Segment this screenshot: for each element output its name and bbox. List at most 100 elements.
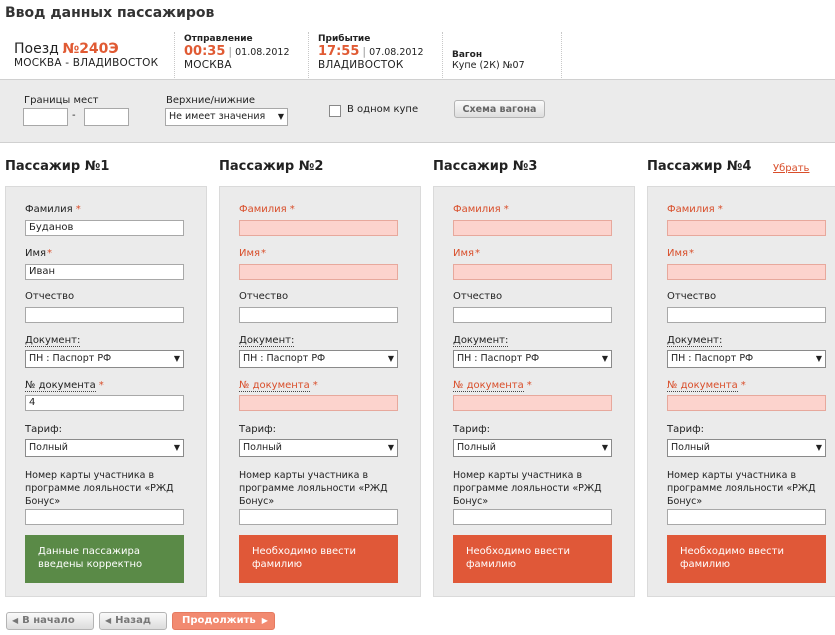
departure-block: Отправление 00:35 | 01.08.2012 МОСКВА [174, 32, 309, 78]
seat-to-input[interactable] [84, 108, 129, 126]
loyalty-label: Номер карты участника в программе лояльн… [25, 470, 174, 507]
back-button[interactable]: ◀ Назад [99, 612, 167, 630]
arrival-heading: Прибытие [318, 34, 371, 44]
chevron-down-icon: ▼ [815, 443, 822, 452]
chevron-down-icon: ▼ [815, 354, 822, 363]
doc-number-label: № документа * [25, 380, 104, 392]
status-message: Данные пассажира введены корректно [25, 535, 184, 583]
loyalty-label: Номер карты участника в программе лояльн… [453, 470, 602, 507]
berth-label: Верхние/нижние [166, 95, 256, 106]
doc-number-label: № документа * [239, 380, 318, 392]
loyalty-card-input[interactable] [667, 509, 826, 525]
berth-select-value: Не имеет значения [169, 111, 266, 122]
doc-number-input[interactable] [239, 395, 398, 411]
first-name-input[interactable] [667, 264, 826, 280]
train-number: №240Э [62, 41, 119, 57]
patronymic-label: Отчество [453, 291, 503, 302]
first-name-input[interactable] [453, 264, 612, 280]
train-label: Поезд [14, 41, 59, 57]
berth-select[interactable]: Не имеет значения ▼ [165, 108, 288, 126]
to-start-button[interactable]: ◀ В начало [6, 612, 94, 630]
loyalty-label: Номер карты участника в программе лояльн… [667, 470, 816, 507]
arrival-time: 17:55 [318, 44, 360, 59]
same-compartment-label: В одном купе [347, 104, 419, 115]
doc-number-input[interactable]: 4 [25, 395, 184, 411]
document-label: Документ: [667, 335, 723, 347]
tariff-select[interactable]: Полный ▼ [667, 439, 826, 457]
last-name-input[interactable] [667, 220, 826, 236]
car-value: Купе (2К) №07 [452, 60, 525, 71]
seat-from-input[interactable] [23, 108, 68, 126]
departure-station: МОСКВА [184, 59, 232, 71]
chevron-down-icon: ▼ [173, 443, 180, 452]
document-label: Документ: [239, 335, 295, 347]
document-select[interactable]: ПН : Паспорт РФ ▼ [453, 350, 612, 368]
patronymic-input[interactable] [239, 307, 398, 323]
loyalty-card-input[interactable] [239, 509, 398, 525]
tariff-label: Тариф: [25, 424, 63, 435]
tariff-select[interactable]: Полный ▼ [239, 439, 398, 457]
first-name-input[interactable] [239, 264, 398, 280]
last-name-input[interactable] [239, 220, 398, 236]
patronymic-label: Отчество [25, 291, 75, 302]
page-title: Ввод данных пассажиров [5, 5, 215, 21]
doc-number-input[interactable] [667, 395, 826, 411]
remove-passenger-4-link[interactable]: Убрать [773, 163, 810, 174]
document-select[interactable]: ПН : Паспорт РФ ▼ [239, 350, 398, 368]
doc-number-label: № документа * [453, 380, 532, 392]
tariff-label: Тариф: [239, 424, 277, 435]
patronymic-label: Отчество [239, 291, 289, 302]
triangle-left-icon: ◀ [105, 616, 112, 625]
passenger-4-title: Пассажир №4 [647, 159, 752, 174]
train-route: МОСКВА - ВЛАДИВОСТОК [14, 57, 159, 69]
seat-range-dash: - [72, 110, 76, 121]
last-name-input[interactable]: Буданов [25, 220, 184, 236]
first-name-input[interactable]: Иван [25, 264, 184, 280]
car-scheme-button[interactable]: Схема вагона [454, 100, 545, 118]
status-message: Необходимо ввести фамилию [239, 535, 398, 583]
tariff-select[interactable]: Полный ▼ [25, 439, 184, 457]
train-number-block: Поезд №240Э МОСКВА - ВЛАДИВОСТОК [14, 41, 158, 87]
departure-heading: Отправление [184, 34, 253, 44]
filter-bar: Границы мест - Верхние/нижние Не имеет з… [0, 79, 835, 143]
passenger-2-title: Пассажир №2 [219, 159, 324, 174]
chevron-down-icon: ▼ [387, 354, 394, 363]
departure-time: 00:35 [184, 44, 226, 59]
chevron-down-icon: ▼ [173, 354, 180, 363]
chevron-down-icon: ▼ [387, 443, 394, 452]
passenger-1-form: Фамилия * Буданов Имя* Иван Отчество Доку… [5, 186, 207, 597]
doc-number-label: № документа * [667, 380, 746, 392]
triangle-right-icon: ▶ [261, 616, 268, 625]
loyalty-card-input[interactable] [25, 509, 184, 525]
passenger-3-form: Фамилия * Имя* Отчество Документ: ПН : Па… [433, 186, 635, 597]
patronymic-input[interactable] [667, 307, 826, 323]
chevron-down-icon: ▼ [601, 354, 608, 363]
passenger-1-title: Пассажир №1 [5, 159, 110, 174]
patronymic-input[interactable] [25, 307, 184, 323]
same-compartment-checkbox[interactable] [329, 105, 341, 117]
last-name-label: Фамилия * [667, 204, 723, 215]
continue-button[interactable]: Продолжить ▶ [172, 612, 275, 630]
passenger-4-form: Фамилия * Имя* Отчество Документ: ПН : Па… [647, 186, 835, 597]
triangle-left-icon: ◀ [12, 616, 19, 625]
chevron-down-icon: ▼ [277, 112, 284, 121]
arrival-date: 07.08.2012 [369, 47, 424, 58]
car-block: Вагон Купе (2К) №07 [442, 32, 562, 78]
patronymic-input[interactable] [453, 307, 612, 323]
first-name-label: Имя* [453, 248, 481, 259]
document-select[interactable]: ПН : Паспорт РФ ▼ [667, 350, 826, 368]
car-heading: Вагон [452, 50, 483, 60]
doc-number-input[interactable] [453, 395, 612, 411]
first-name-label: Имя* [667, 248, 695, 259]
tariff-label: Тариф: [667, 424, 705, 435]
last-name-label: Фамилия * [239, 204, 295, 215]
last-name-label: Фамилия * [453, 204, 509, 215]
document-select[interactable]: ПН : Паспорт РФ ▼ [25, 350, 184, 368]
info-divider [561, 32, 563, 78]
loyalty-card-input[interactable] [453, 509, 612, 525]
last-name-input[interactable] [453, 220, 612, 236]
chevron-down-icon: ▼ [601, 443, 608, 452]
document-label: Документ: [453, 335, 509, 347]
tariff-select[interactable]: Полный ▼ [453, 439, 612, 457]
document-label: Документ: [25, 335, 81, 347]
